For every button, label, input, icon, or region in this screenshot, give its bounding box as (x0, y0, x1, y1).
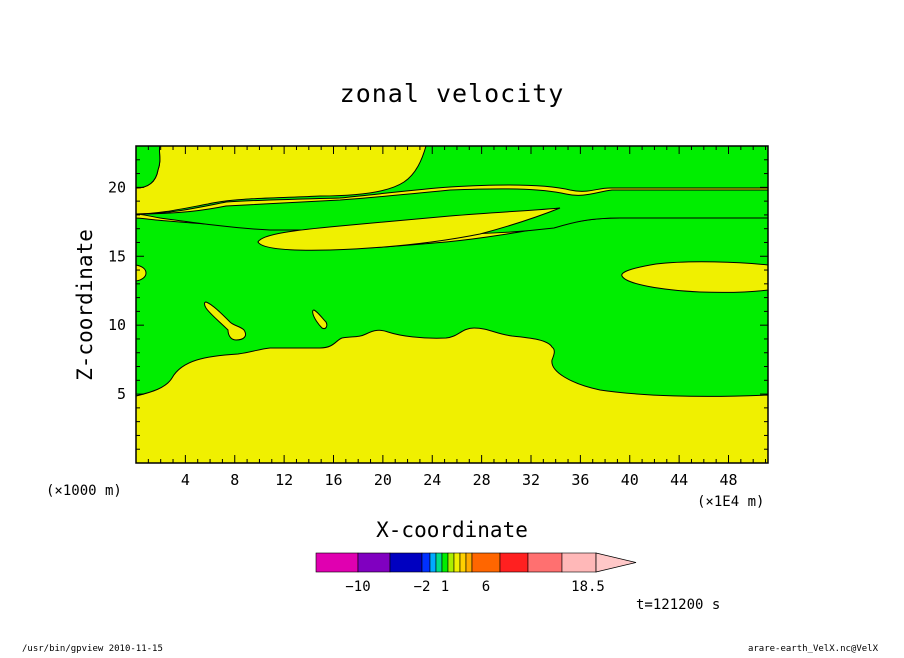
colorbar-swatch (421, 552, 431, 573)
x-tick-label: 48 (719, 471, 737, 489)
x-tick-label: 16 (324, 471, 342, 489)
y-tick-label: 15 (108, 247, 126, 265)
time-annotation: t=121200 s (636, 597, 720, 613)
colorbar-swatch (459, 552, 467, 573)
footer-left: /usr/bin/gpview 2010-11-15 (22, 644, 163, 654)
colorbar-arrow (595, 552, 637, 573)
x-tick-label: 36 (571, 471, 589, 489)
y-axis-unit: (×1000 m) (46, 483, 122, 499)
contour-region-blob-b (312, 309, 328, 329)
colorbar-swatch (429, 552, 437, 573)
colorbar-swatch (357, 552, 391, 573)
contour-region-green-streak (135, 188, 769, 235)
y-axis-ticks: 5 10 15 20 (108, 159, 768, 450)
colorbar-labels: −10 −2 1 6 18.5 (345, 579, 605, 595)
x-axis-ticks: 4 8 12 16 20 24 28 32 36 40 44 48 (147, 146, 767, 489)
colorbar-label: −10 (345, 579, 370, 595)
chart-title: zonal velocity (340, 79, 565, 108)
colorbar-swatch (435, 552, 443, 573)
x-tick-label: 24 (423, 471, 441, 489)
x-axis-label: X-coordinate (376, 518, 528, 542)
colorbar-swatch (499, 552, 529, 573)
y-tick-label: 10 (108, 316, 126, 334)
colorbar-swatch (441, 552, 449, 573)
y-tick-label: 20 (108, 178, 126, 196)
plot-area (135, 145, 769, 464)
x-tick-label: 4 (181, 471, 190, 489)
colorbar-label: 18.5 (571, 579, 605, 595)
colorbar-swatch (471, 552, 501, 573)
x-tick-label: 28 (473, 471, 491, 489)
colorbar (315, 552, 637, 573)
footer-right: arare-earth_VelX.nc@VelX (748, 644, 879, 654)
x-tick-label: 32 (522, 471, 540, 489)
colorbar-swatch (561, 552, 597, 573)
colorbar-label: −2 (414, 579, 431, 595)
x-axis-unit: (×1E4 m) (697, 494, 764, 510)
contour-region-lower (135, 327, 769, 464)
x-tick-label: 44 (670, 471, 688, 489)
colorbar-label: 1 (441, 579, 449, 595)
colorbar-swatch (315, 552, 359, 573)
x-tick-label: 12 (275, 471, 293, 489)
x-tick-label: 40 (621, 471, 639, 489)
plot-frame (135, 145, 769, 464)
colorbar-swatch (453, 552, 461, 573)
contour-region-blob-a (204, 301, 247, 341)
y-tick-label: 5 (117, 385, 126, 403)
colorbar-swatch (447, 552, 455, 573)
x-tick-label: 20 (374, 471, 392, 489)
colorbar-swatch (389, 552, 423, 573)
x-tick-label: 8 (230, 471, 239, 489)
colorbar-swatch (465, 552, 473, 573)
contour-region-lens-right (621, 261, 769, 293)
y-axis-label: Z-coordinate (73, 229, 97, 381)
colorbar-swatch (527, 552, 563, 573)
contour-region-lens-mid (257, 207, 561, 251)
contour-region-left-blob (135, 264, 147, 282)
colorbar-label: 6 (482, 579, 490, 595)
